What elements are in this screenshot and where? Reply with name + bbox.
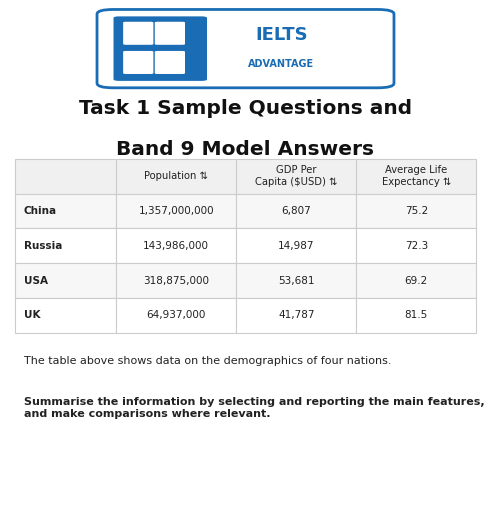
Text: Population ⇅: Population ⇅ [144, 171, 208, 181]
Text: 143,986,000: 143,986,000 [143, 241, 209, 251]
Text: 1,357,000,000: 1,357,000,000 [138, 206, 214, 216]
Bar [356, 194, 476, 228]
Bar [15, 298, 116, 333]
Text: 64,937,000: 64,937,000 [147, 310, 206, 321]
Bar [236, 159, 356, 194]
FancyBboxPatch shape [123, 51, 153, 74]
Text: Average Life
Expectancy ⇅: Average Life Expectancy ⇅ [382, 165, 451, 187]
Text: Band 9 Model Answers: Band 9 Model Answers [116, 140, 375, 159]
Text: 53,681: 53,681 [278, 275, 315, 286]
Text: 75.2: 75.2 [405, 206, 428, 216]
Text: ADVANTAGE: ADVANTAGE [248, 59, 314, 69]
FancyBboxPatch shape [155, 22, 185, 45]
Bar [356, 228, 476, 263]
Text: GDP Per
Capita ($USD) ⇅: GDP Per Capita ($USD) ⇅ [255, 165, 337, 187]
Bar [356, 263, 476, 298]
Text: USA: USA [24, 275, 48, 286]
Text: UK: UK [24, 310, 40, 321]
FancyBboxPatch shape [113, 16, 207, 81]
Bar [116, 298, 236, 333]
Text: 72.3: 72.3 [405, 241, 428, 251]
Text: 69.2: 69.2 [405, 275, 428, 286]
Bar [236, 298, 356, 333]
FancyBboxPatch shape [123, 22, 153, 45]
Text: Russia: Russia [24, 241, 62, 251]
FancyBboxPatch shape [97, 9, 394, 88]
Text: Summarise the information by selecting and reporting the main features,
and make: Summarise the information by selecting a… [24, 397, 485, 419]
Text: 14,987: 14,987 [278, 241, 315, 251]
Bar [116, 228, 236, 263]
Bar [15, 159, 116, 194]
Text: IELTS: IELTS [255, 26, 307, 44]
Bar [15, 194, 116, 228]
Bar [15, 263, 116, 298]
Bar [116, 263, 236, 298]
Bar [356, 159, 476, 194]
Text: 81.5: 81.5 [405, 310, 428, 321]
Bar [356, 298, 476, 333]
Bar [15, 228, 116, 263]
Bar [116, 194, 236, 228]
Text: 41,787: 41,787 [278, 310, 315, 321]
FancyBboxPatch shape [155, 51, 185, 74]
Text: 318,875,000: 318,875,000 [143, 275, 209, 286]
Bar [236, 194, 356, 228]
Text: Task 1 Sample Questions and: Task 1 Sample Questions and [79, 99, 412, 118]
Text: 6,807: 6,807 [281, 206, 311, 216]
Text: The table above shows data on the demographics of four nations.: The table above shows data on the demogr… [24, 356, 391, 366]
Bar [116, 159, 236, 194]
Bar [236, 263, 356, 298]
Text: China: China [24, 206, 57, 216]
Bar [236, 228, 356, 263]
